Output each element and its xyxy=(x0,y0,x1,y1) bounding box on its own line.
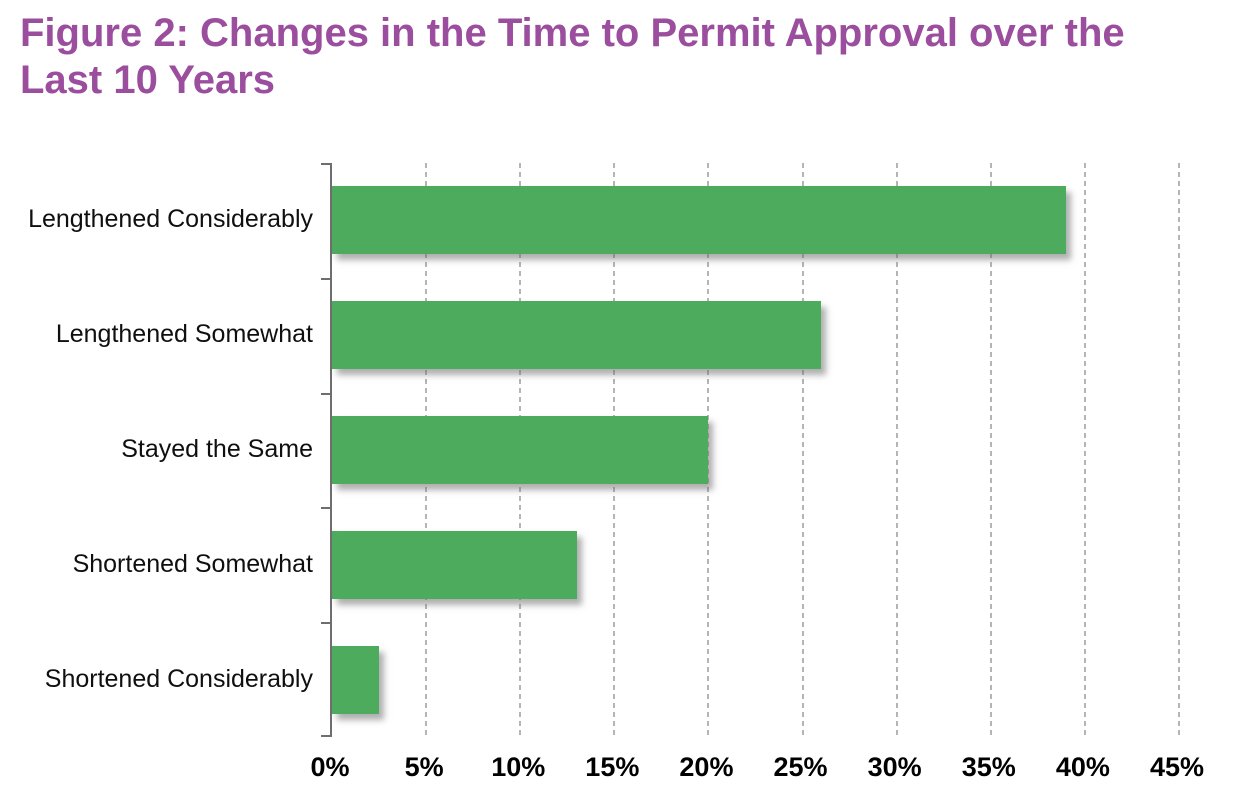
category-label: Lengthened Somewhat xyxy=(55,320,313,349)
category-axis-labels: Lengthened Considerably Lengthened Somewh… xyxy=(0,163,313,737)
gridline xyxy=(1083,163,1086,737)
category-label: Lengthened Considerably xyxy=(28,205,313,234)
y-axis-tick xyxy=(321,622,330,625)
bar-3 xyxy=(332,530,577,599)
plot-area xyxy=(321,163,1180,737)
gridline xyxy=(801,163,804,737)
bar-2 xyxy=(332,416,709,484)
category-label: Stayed the Same xyxy=(121,435,313,463)
bar-0 xyxy=(332,186,1067,255)
category-label: Shortened Somewhat xyxy=(72,549,313,578)
x-tick-label: 35% xyxy=(961,752,1016,782)
bar-4 xyxy=(332,645,380,714)
x-tick-label: 5% xyxy=(404,752,444,782)
gridline xyxy=(895,163,898,737)
x-tick-label: 20% xyxy=(679,752,734,782)
x-tick-label: 25% xyxy=(773,752,828,782)
x-tick-label: 0% xyxy=(310,752,350,782)
gridline xyxy=(1178,163,1180,737)
y-axis-tick xyxy=(321,163,330,165)
y-axis-tick xyxy=(321,277,330,280)
percent-axis-labels: 0% 5% 10% 15% 20% 25% 30% 35% 40% 45% xyxy=(310,752,1204,792)
x-tick-label: 40% xyxy=(1055,752,1110,782)
x-tick-label: 30% xyxy=(867,752,922,782)
figure-title: Figure 2: Changes in the Time to Permit … xyxy=(20,11,1125,103)
x-tick-label: 45% xyxy=(1149,752,1205,782)
x-tick-label: 15% xyxy=(585,752,640,782)
x-tick-label: 10% xyxy=(491,752,546,782)
category-label: Shortened Considerably xyxy=(44,664,313,693)
y-axis-tick xyxy=(321,392,330,395)
y-axis-tick xyxy=(321,507,330,510)
gridline xyxy=(707,163,710,737)
gridline xyxy=(989,163,992,737)
y-axis-tick xyxy=(321,735,330,737)
bar-1 xyxy=(332,301,822,370)
